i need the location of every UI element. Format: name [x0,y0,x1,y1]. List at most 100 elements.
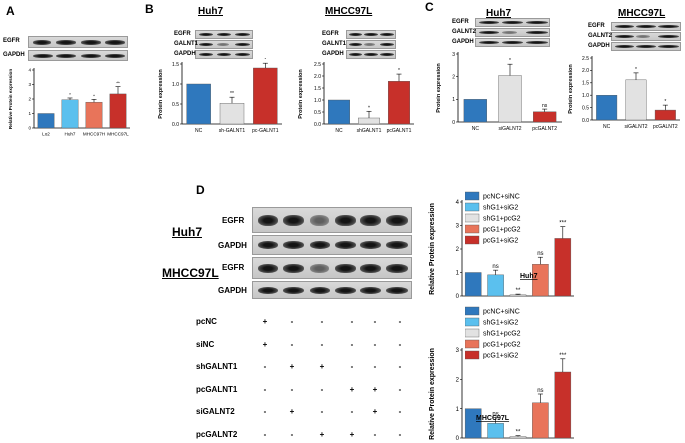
y-tick-label: 1.5 [314,86,321,92]
treatment-sign: - [290,384,294,394]
bar [109,93,127,129]
treatment-sign: + [372,384,378,394]
y-tick-label: 0.0 [314,122,321,128]
y-tick-label: 1 [456,271,460,277]
x-tick-label: MHCC97H [83,132,105,137]
panel-letter-d: D [196,183,205,197]
title-d-huh7: Huh7 [172,225,202,239]
blot-label-b2-egfr: EGFR [322,31,339,37]
title-b-huh7: Huh7 [198,6,223,17]
blot-label-a-gapdh: GAPDH [3,52,25,58]
blot-label-d-gapdh-1: GAPDH [218,241,247,250]
significance-label: ** [116,81,120,86]
blot-label-c2-galnt2: GALNT2 [588,33,612,39]
treatment-sign: - [320,339,324,349]
blot-b2-galnt1 [346,40,396,49]
blot-d-mhcc-egfr [252,257,412,279]
blot-label-c2-gapdh: GAPDH [588,43,610,49]
y-tick-label: 3 [456,348,460,354]
legend-label: pcG1+pcG2 [483,227,521,234]
blot-b1-egfr [195,30,253,39]
significance-label: ** [516,288,521,294]
significance-label: * [509,58,511,64]
y-tick-label: 1 [452,97,455,103]
blot-label-c1-egfr: EGFR [452,19,469,25]
y-tick-label: 2 [456,377,460,383]
treatment-sign: + [319,429,325,439]
panel-letter-c: C [425,0,434,14]
bar [328,99,351,125]
chart-d-huh7: 0 1 2 3 4 Relative Protein expression ns ** ns **… [429,200,574,300]
legend-swatch [465,235,480,245]
blot-c2-galnt2 [611,32,681,41]
y-tick-label: 3 [452,52,455,58]
x-tick-label: sh-GALNT1 [219,128,246,134]
y-tick-label: 0.0 [582,118,589,124]
title-d-mhcc97l: MHCC97L [162,266,219,280]
y-tick-label: 0 [456,436,460,442]
legend-label: shG1+siG2 [483,205,518,212]
x-tick-label: pcGALNT2 [653,124,678,130]
x-tick-label: NC [472,126,480,132]
y-tick-label: 1.0 [172,82,179,88]
title-b-mhcc97l: MHCC97L [325,6,373,17]
y-tick-label: 1.5 [582,81,589,87]
y-tick-label: 2.0 [314,74,321,80]
blot-a-egfr [28,36,128,48]
legend-d-mhcc97l: pcNC+siNC shG1+siG2 shG1+pcG2 pcG1+pcG2 pcG1… [465,306,521,360]
x-tick-label: shGALNT1 [357,128,382,134]
significance-label: ** [230,91,234,97]
treatment-sign: - [373,339,377,349]
treatment-sign: - [263,362,267,371]
treatment-sign: - [373,317,377,326]
bar [554,238,572,297]
y-tick-label: 3 [456,224,460,230]
bar [596,95,618,121]
treatment-sign: - [398,384,402,394]
x-tick-label: NC [195,128,203,134]
treatment-sign: + [289,362,295,371]
bar [509,436,527,439]
y-tick-label: 3 [28,82,31,87]
panel-letter-a: A [6,4,15,18]
bar [509,294,527,297]
treatment-sign: - [373,429,377,439]
legend-swatch [465,213,480,223]
y-tick-label: 1 [456,407,460,413]
y-tick-label: 0.5 [172,102,179,108]
treatment-sign: + [262,317,268,326]
blot-label-c1-gapdh: GAPDH [452,39,474,45]
blot-label-b2-gapdh: GAPDH [322,51,344,57]
treatment-sign: - [290,317,294,326]
treatment-sign: - [290,339,294,349]
legend-label: pcG1+siG2 [483,238,518,245]
significance-label: * [635,67,637,73]
x-tick-label: pcGALNT2 [532,126,557,132]
bar [532,264,549,297]
blot-b1-gapdh [195,50,253,59]
x-tick-label: Huh7 [65,132,76,137]
bar [219,103,245,125]
blot-c2-gapdh [611,42,681,51]
significance-label: ns [542,103,548,109]
chart-a: 0 1 2 3 4 Relative Protein expression Lo2 * Huh7… [8,68,130,137]
treatment-sign: - [350,339,354,349]
blot-label-d-gapdh-2: GAPDH [218,286,247,295]
significance-label: ns [492,411,498,417]
x-tick-label: NC [603,124,611,130]
blot-c1-gapdh [475,38,550,47]
blot-d-huh7-egfr [252,207,412,233]
bar [487,423,504,439]
treatment-sign: - [350,317,354,326]
y-axis-label: Protein expression [158,69,164,119]
blot-label-b1-egfr: EGFR [174,31,191,37]
legend-label: pcNC+siNC [483,194,520,201]
legend-swatch [465,317,480,327]
y-tick-label: 0 [452,120,455,126]
blot-d-mhcc-gapdh [252,281,412,299]
blot-c1-galnt2 [475,28,550,37]
y-tick-label: 1.5 [172,62,179,68]
significance-label: ns [537,251,543,257]
treatment-sign: - [320,407,324,416]
significance-label: *** [559,353,567,359]
